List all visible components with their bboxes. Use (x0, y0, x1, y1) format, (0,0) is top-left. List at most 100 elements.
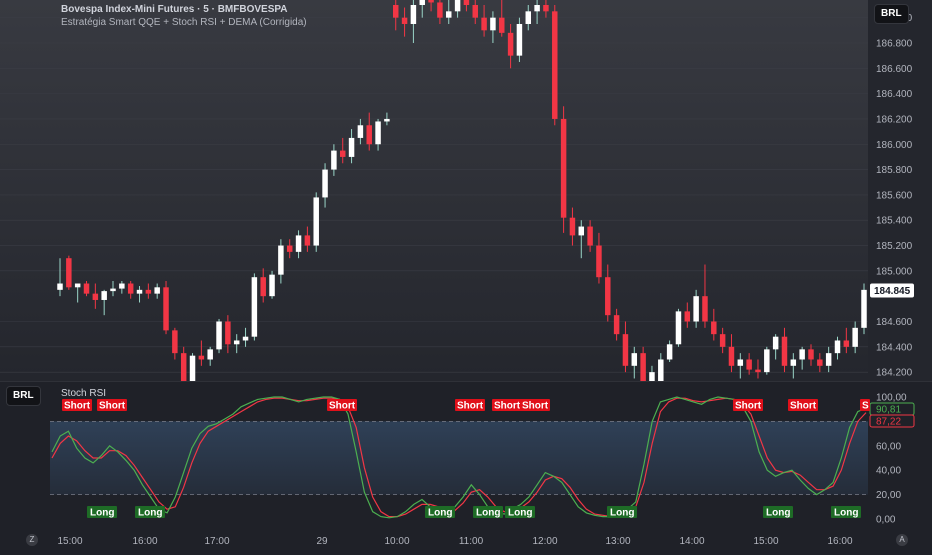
candle (799, 346, 805, 370)
candle (428, 0, 434, 12)
candle (74, 283, 81, 303)
candle (596, 232, 602, 284)
long-signal-label: Long (763, 506, 793, 519)
candle (507, 23, 514, 69)
candle (251, 273, 258, 341)
candles (57, 0, 867, 398)
candle (640, 346, 646, 385)
stoch-band (50, 421, 868, 495)
svg-text:Long: Long (428, 508, 452, 519)
time-label: 10:00 (384, 536, 409, 547)
candle (834, 336, 841, 360)
candle (552, 5, 558, 126)
time-label: 17:00 (204, 536, 229, 547)
time-label: 29 (316, 536, 328, 547)
time-label: 15:00 (753, 536, 778, 547)
long-signal-label: Long (87, 506, 117, 519)
candle (711, 308, 717, 341)
candle (225, 315, 231, 354)
candle (145, 283, 152, 299)
candle (852, 321, 858, 354)
stoch-currency-badge[interactable]: BRL (6, 386, 41, 406)
stoch-rsi-pane[interactable]: 100,0080,0060,0040,0020,000,0090,8187,22… (0, 381, 932, 531)
candle (490, 11, 496, 43)
candle (127, 280, 134, 299)
candle (843, 327, 850, 354)
time-label: 13:00 (605, 536, 630, 547)
candle (702, 264, 708, 328)
candle (605, 264, 611, 322)
candle (136, 286, 143, 303)
candle (313, 192, 319, 252)
strategy-title: Estratégia Smart QQE + Stoch RSI + DEMA … (61, 17, 307, 28)
stoch-tick: 40,00 (876, 466, 901, 477)
last-price-value: 184.845 (874, 286, 911, 297)
candle (366, 112, 372, 151)
price-tick: 184.200 (876, 368, 913, 379)
time-label: 16:00 (827, 536, 852, 547)
candle (454, 0, 461, 18)
short-signal-label: Short (788, 399, 818, 412)
candle (172, 327, 178, 360)
candle (401, 7, 408, 37)
stoch-rsi-chart[interactable]: 100,0080,0060,0040,0020,000,0090,8187,22… (0, 382, 932, 531)
timezone-button[interactable]: Z (26, 534, 38, 546)
candle (198, 340, 205, 366)
time-label: 16:00 (132, 536, 157, 547)
svg-text:Short: Short (64, 401, 91, 412)
svg-text:Short: Short (522, 401, 549, 412)
auto-scale-button[interactable]: A (896, 534, 908, 546)
candle (463, 0, 470, 12)
stoch-value_k: 90,81 (876, 405, 901, 416)
stoch-tick: 100,00 (876, 393, 907, 404)
candle (560, 106, 567, 233)
stoch-tick: 20,00 (876, 490, 901, 501)
stoch-k-line (51, 396, 867, 519)
price-tick: 186.200 (876, 114, 913, 125)
candle (534, 0, 540, 24)
candle (499, 0, 505, 37)
price-tick: 184.400 (876, 342, 913, 353)
price-tick: 185.400 (876, 216, 913, 227)
candle (437, 0, 443, 24)
svg-text:Long: Long (766, 508, 790, 519)
long-signal-label: Long (135, 506, 165, 519)
candle (631, 346, 638, 379)
candle (233, 334, 240, 354)
svg-text:Short: Short (790, 401, 817, 412)
candle (728, 334, 735, 373)
candle (375, 118, 381, 151)
svg-text:Long: Long (138, 508, 162, 519)
candle (781, 327, 788, 373)
currency-badge[interactable]: BRL (874, 4, 909, 24)
candle (719, 327, 726, 354)
price-tick: 185.600 (876, 190, 913, 201)
candle (613, 308, 620, 341)
candle (260, 268, 266, 303)
price-chart[interactable]: 187.000186.800186.600186.400186.200186.0… (0, 0, 932, 398)
candle (392, 0, 399, 31)
candle (543, 0, 549, 18)
price-pane[interactable]: 187.000186.800186.600186.400186.200186.0… (0, 0, 932, 398)
candle (675, 308, 682, 347)
stoch-value_d: 87,22 (876, 417, 901, 428)
candle (737, 353, 744, 379)
short-signal-label: Short (97, 399, 127, 412)
candle (384, 112, 390, 126)
short-signal-label: Short (455, 399, 485, 412)
time-axis[interactable]: 15:00 16:00 17:00 29 10:00 11:00 12:00 13:00 14:… (0, 530, 932, 550)
candle (755, 359, 761, 379)
short-signal-label: S (860, 399, 870, 412)
candle (764, 346, 770, 375)
candle (163, 280, 169, 335)
svg-text:Short: Short (329, 401, 356, 412)
last-price-badge (870, 283, 914, 298)
candle (92, 283, 99, 309)
candle (622, 321, 629, 373)
price-tick: 185.000 (876, 266, 913, 277)
price-axis[interactable]: 187.000186.800186.600186.400186.200186.0… (868, 0, 932, 381)
candle (658, 353, 664, 392)
long-signal-label: Long (425, 506, 455, 519)
